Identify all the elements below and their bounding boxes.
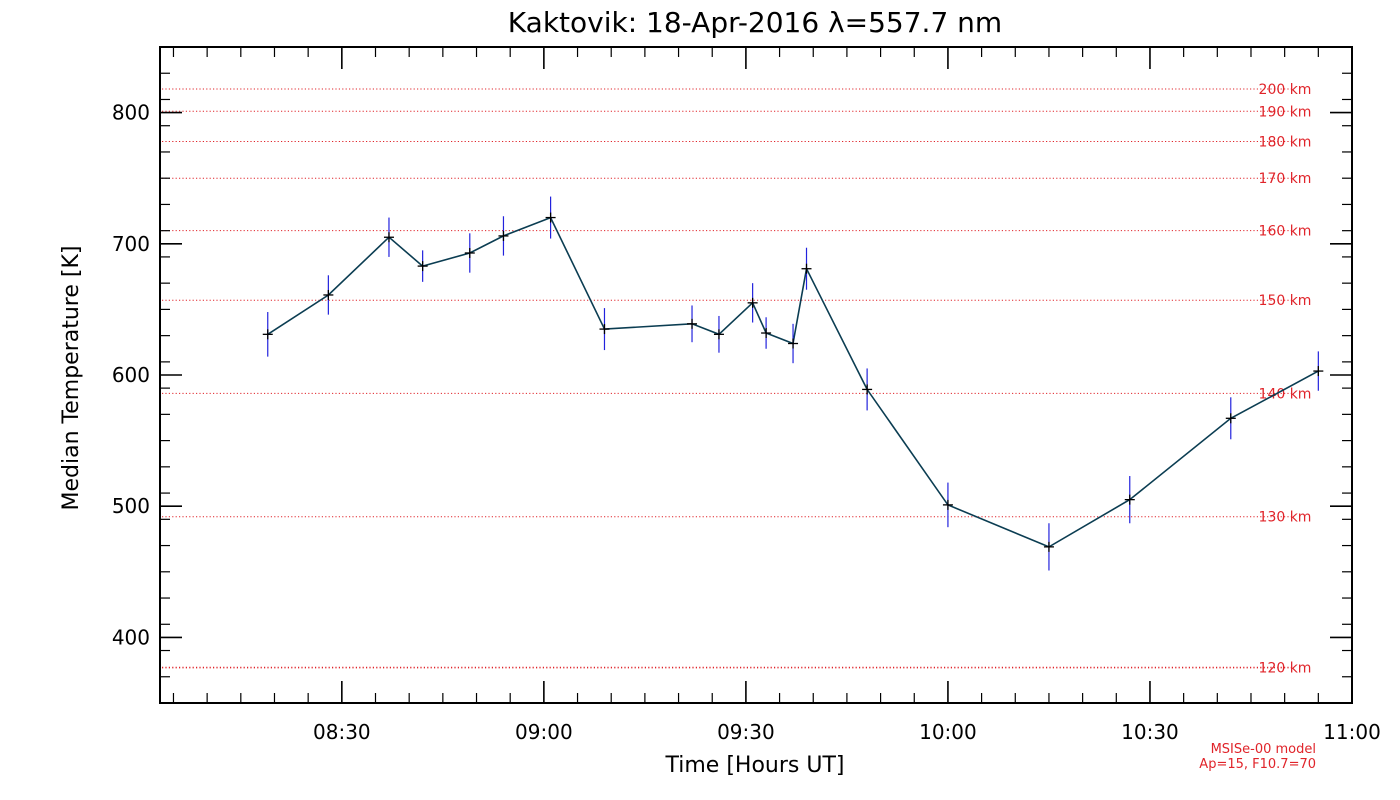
reference-label-190-km: 190 km — [1259, 104, 1312, 120]
x-tick-label: 10:30 — [1121, 720, 1179, 744]
axes-layer: 400 500 600 700 800 08:30 09:00 09:30 10:00 10:30… — [112, 46, 1381, 744]
reference-label-170-km: 170 km — [1259, 171, 1312, 187]
chart-title: Kaktovik: 18-Apr-2016 λ=557.7 nm — [508, 6, 1002, 39]
y-tick-label: 500 — [112, 494, 150, 518]
series-line — [267, 216, 1319, 548]
data-point — [761, 328, 772, 339]
x-tick-label: 08:30 — [313, 720, 371, 744]
data-point — [1225, 413, 1236, 424]
x-tick-label: 10:00 — [919, 720, 977, 744]
data-point — [687, 318, 698, 329]
data-point — [713, 329, 724, 340]
data-point — [747, 297, 758, 308]
data-point — [942, 499, 953, 510]
y-tick-label: 600 — [112, 363, 150, 387]
y-tick-label: 800 — [112, 101, 150, 125]
data-point — [788, 338, 799, 349]
data-point — [1043, 541, 1054, 552]
reference-label-140-km: 140 km — [1259, 386, 1312, 402]
model-note-line-1: MSISe-00 model — [1211, 742, 1316, 757]
x-tick-label: 11:00 — [1323, 720, 1381, 744]
data-point — [383, 232, 394, 243]
reference-label-150-km: 150 km — [1259, 293, 1312, 309]
reference-label-160-km: 160 km — [1259, 224, 1312, 240]
data-layer — [262, 196, 1324, 571]
data-point — [262, 329, 273, 340]
x-axis-label: Time [Hours UT] — [665, 753, 845, 778]
data-point — [545, 212, 556, 223]
y-tick-label: 700 — [112, 232, 150, 256]
reference-label-180-km: 180 km — [1259, 134, 1312, 150]
y-tick-label: 400 — [112, 625, 150, 649]
data-point — [1124, 494, 1135, 505]
plot-frame — [159, 46, 1353, 704]
reference-label-120-km: 120 km — [1259, 661, 1312, 677]
x-tick-label: 09:30 — [717, 720, 775, 744]
data-point — [323, 289, 334, 300]
model-note: MSISe-00 model Ap=15, F10.7=70 — [1199, 742, 1316, 772]
y-axis-label: Median Temperature [K] — [59, 246, 84, 511]
x-tick-label: 09:00 — [515, 720, 573, 744]
data-point — [464, 247, 475, 258]
reference-label-200-km: 200 km — [1259, 82, 1312, 98]
data-point — [801, 263, 812, 274]
data-point — [498, 230, 509, 241]
data-point — [417, 261, 428, 272]
data-point — [1313, 366, 1324, 377]
data-point — [599, 324, 610, 335]
reference-lines-layer: 120 km 130 km 140 km 150 km 160 km 170 km 180 … — [162, 82, 1311, 677]
model-note-line-2: Ap=15, F10.7=70 — [1199, 757, 1316, 772]
data-point — [862, 384, 873, 395]
reference-label-130-km: 130 km — [1259, 510, 1312, 526]
